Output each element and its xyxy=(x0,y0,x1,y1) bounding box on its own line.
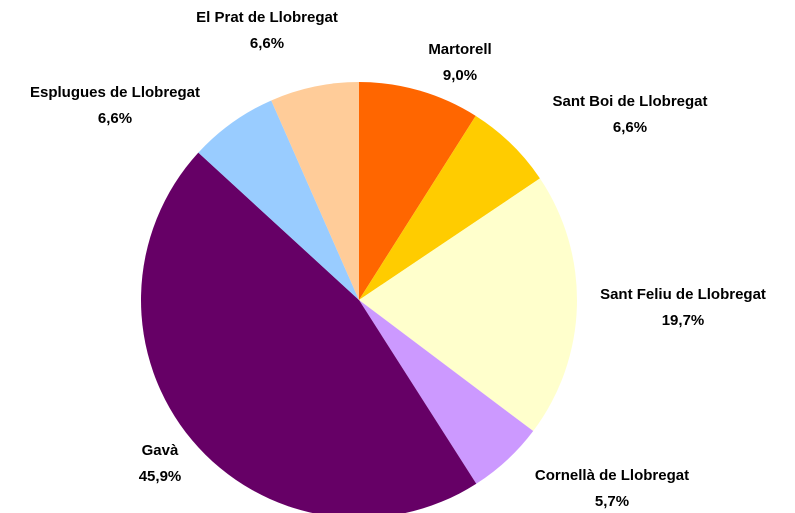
slice-label: Esplugues de Llobregat xyxy=(30,84,200,101)
pie-slice xyxy=(359,300,534,484)
slice-value-label: 19,7% xyxy=(662,312,705,329)
slice-label: Sant Boi de Llobregat xyxy=(552,93,707,110)
slice-value-label: 6,6% xyxy=(613,119,647,136)
slice-value-label: 6,6% xyxy=(250,35,284,52)
slice-label: Gavà xyxy=(142,442,179,459)
pie-slice xyxy=(198,100,359,300)
pie-slice xyxy=(359,178,577,432)
slice-label: Sant Feliu de Llobregat xyxy=(600,286,766,303)
slice-value-label: 45,9% xyxy=(139,468,182,485)
slice-label: Cornellà de Llobregat xyxy=(535,467,689,484)
pie-slice xyxy=(359,82,476,300)
slice-value-label: 5,7% xyxy=(595,493,629,510)
pie-slice xyxy=(359,115,540,301)
slice-label: El Prat de Llobregat xyxy=(196,9,338,26)
pie-slice xyxy=(141,152,477,513)
pie-slice xyxy=(271,82,359,300)
slice-value-label: 6,6% xyxy=(98,110,132,127)
slice-value-label: 9,0% xyxy=(443,67,477,84)
slice-label: Martorell xyxy=(428,41,491,58)
